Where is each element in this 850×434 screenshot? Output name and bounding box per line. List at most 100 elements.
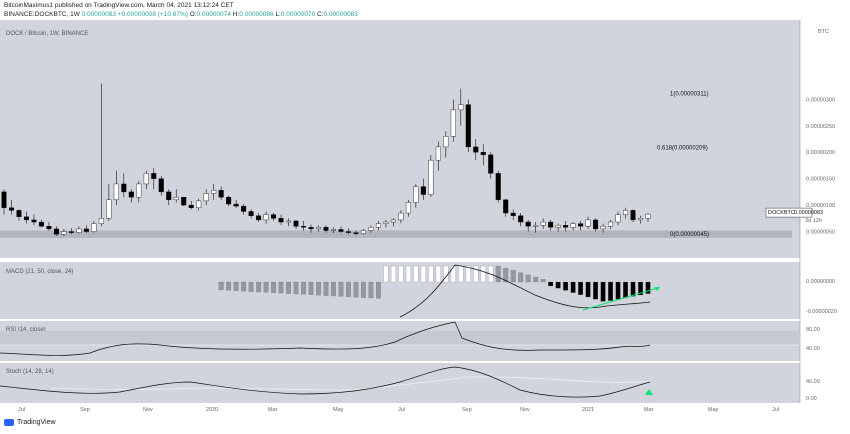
macd-bar [600,281,606,302]
macd-bar [361,281,366,298]
macd-bar [218,281,224,291]
macd-bar [413,265,419,283]
main-pane-title: DOCK / Bitcoin, 1W, BINANCE [6,31,88,37]
candle [256,215,262,221]
price-axis [800,20,850,416]
arrow-head-icon [654,287,660,291]
candle [398,212,404,221]
candle [383,221,389,224]
stoch-signal-line [49,376,651,391]
macd-bar [495,265,501,283]
macd-bar [615,281,621,300]
x-tick: May [708,407,719,413]
macd-tick: -0.00000020 [806,309,837,315]
last-price: 0.00000083 [81,11,116,18]
y-tick: 0.00000100 [806,203,835,209]
candle [61,231,67,235]
low-label: L: [275,11,281,18]
macd-bar [623,281,628,298]
macd-bar [398,265,404,283]
candle [226,196,232,205]
candle [548,221,554,228]
candle [510,212,516,216]
candle [91,223,97,232]
candle [173,196,179,201]
macd-bar [435,265,441,283]
macd-bar [331,281,336,297]
candle [301,226,307,228]
macd-bar [548,281,554,287]
candle [608,221,614,227]
candle [585,219,591,227]
y-tick: 0.00000150 [806,177,835,183]
macd-bar [630,281,636,297]
macd-bar [473,265,479,283]
candle [263,214,269,221]
chart-area[interactable]: DOCK / Bitcoin, 1W, BINANCE MACD (21, 50… [0,20,850,416]
symbol-ohlc-line: BINANCE:DOCKBTC, 1W 0.00000083 +0.000000… [4,11,358,18]
candle [308,227,314,230]
macd-bar [278,281,284,294]
candle [136,183,142,198]
macd-histogram [218,265,651,302]
high-value: 0.00000086 [239,11,274,18]
candle [113,183,119,201]
macd-bar [248,281,254,292]
x-tick: May [333,407,344,413]
candle [428,159,434,195]
rsi-pane-title: RSI (14, close) [6,327,46,333]
candle [323,227,329,231]
candle [420,186,426,195]
axis-unit: BTC [818,29,829,35]
macd-bar [308,281,314,295]
candle [76,228,82,233]
macd-bar [428,265,434,283]
candle [623,210,629,215]
macd-bar [563,281,569,291]
fib-level-1: 1(0.00000311) [670,92,709,98]
x-tick: Sep [80,407,90,413]
macd-bar [533,276,539,283]
candle [645,213,651,219]
publish-info: BitcoinMaximus1 published on TradingView… [4,2,234,9]
rsi-tick: 80.00 [806,327,820,333]
macd-bar [570,281,576,293]
candle [106,199,112,219]
macd-bar [405,265,411,283]
macd-bar [645,281,651,294]
macd-bar [638,281,643,296]
low-value: 0.00000070 [280,11,316,18]
candle [83,228,89,232]
x-tick: 2021 [582,407,594,413]
candle [555,225,561,228]
fib-level-0618: 0.618(0.00000209) [657,145,708,151]
x-tick-labels: Jul Sep Nov 2020 Mar May Jul Sep Nov 202… [18,407,779,413]
macd-bar [390,265,396,283]
close-value: 0.00000083 [323,11,358,18]
price-change: +0.00000008 (+10.67%) [117,11,188,18]
candle [570,223,576,228]
candle [241,205,247,212]
candle [278,218,284,223]
candle [405,202,411,214]
candle [480,152,486,156]
macd-bar [241,281,247,292]
macd-tick: 0.00000000 [806,279,835,285]
macd-bar [233,281,239,291]
macd-bar [383,265,389,283]
candle [233,203,239,207]
candle [248,211,254,216]
y-tick: 0.00000250 [806,124,835,130]
x-tick: Nov [520,407,530,413]
x-tick: Sep [462,407,472,413]
stoch-tick: 40.00 [806,379,820,385]
candle [375,223,381,228]
candle [458,104,464,111]
candle [315,227,322,230]
rsi-band [0,331,800,345]
support-zone [0,230,792,238]
macd-pane-title: MACD (21, 50, close, 24) [6,269,73,275]
x-tick: Jul [398,407,405,413]
chart-header: BitcoinMaximus1 published on TradingView… [0,0,850,20]
tradingview-logo[interactable]: TradingView [4,419,56,426]
